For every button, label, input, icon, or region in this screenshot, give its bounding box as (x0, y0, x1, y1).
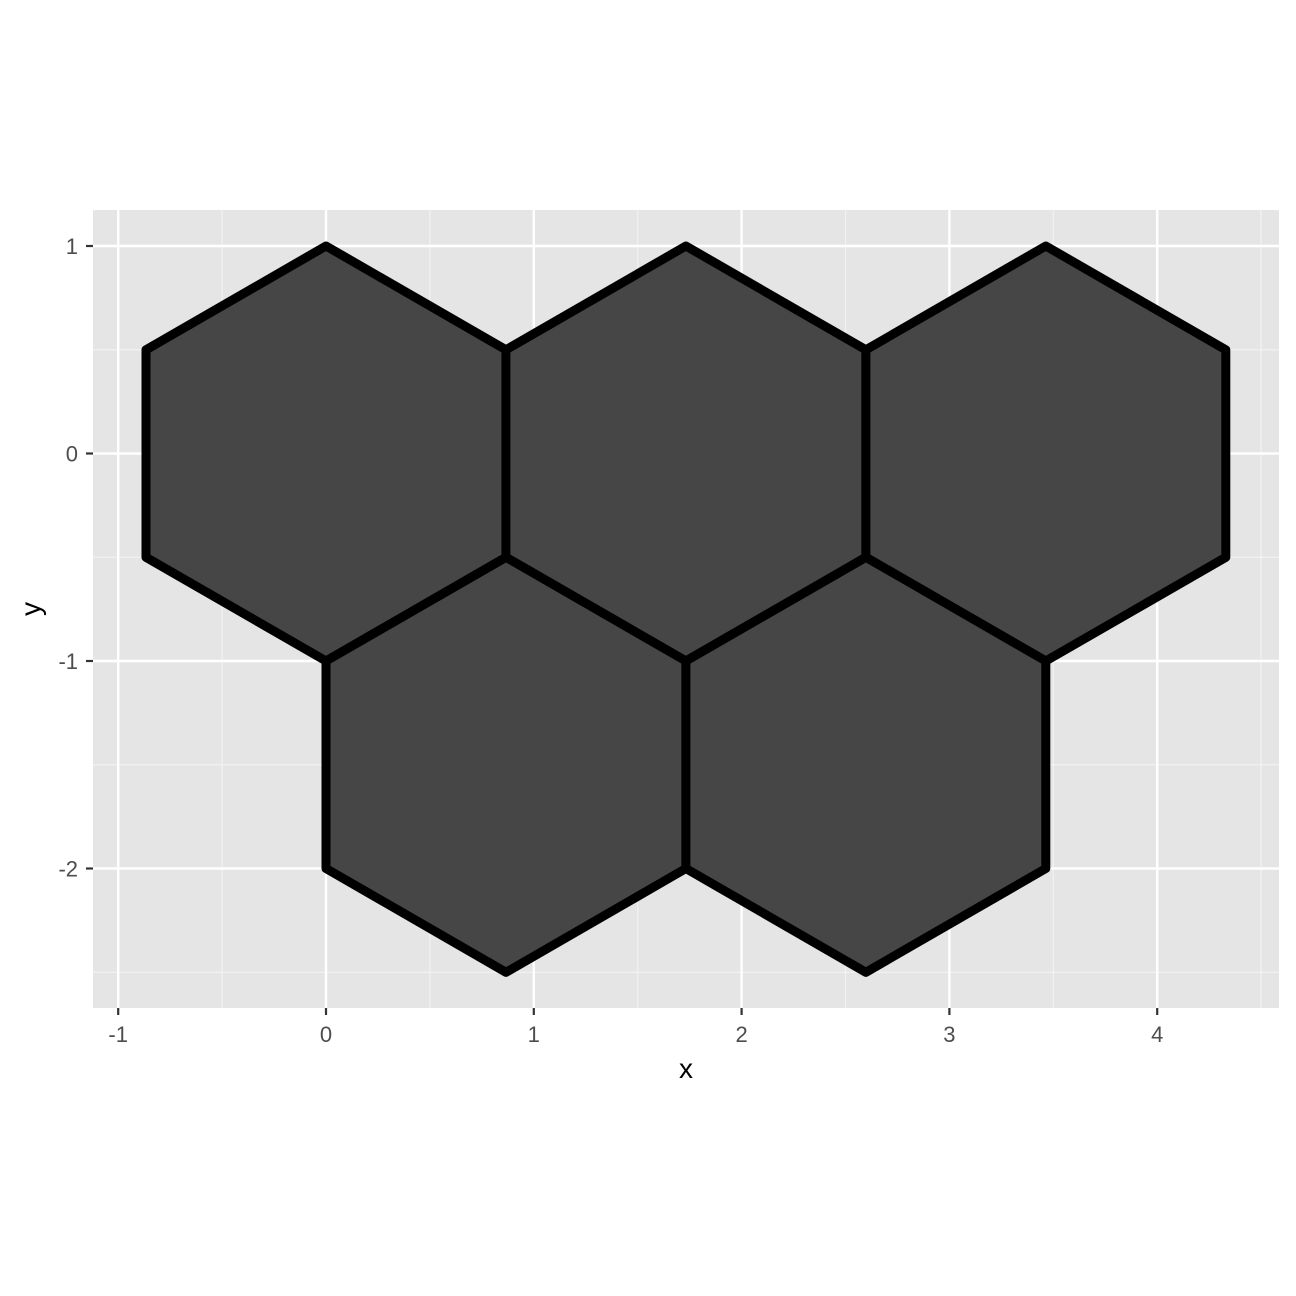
x-axis-title: x (679, 1053, 693, 1084)
y-tick-label: -2 (58, 857, 78, 882)
y-tick-label: 1 (66, 234, 78, 259)
x-tick-label: 3 (943, 1022, 955, 1047)
hexagon-5 (681, 552, 1051, 977)
y-tick-label: -1 (58, 649, 78, 674)
x-tick-label: 1 (528, 1022, 540, 1047)
x-axis: -1 0 1 2 3 4 (108, 1008, 1163, 1047)
x-tick-label: -1 (108, 1022, 128, 1047)
y-tick-label: 0 (66, 442, 78, 467)
y-axis-title: y (15, 602, 46, 616)
x-tick-label: 2 (735, 1022, 747, 1047)
x-tick-label: 0 (320, 1022, 332, 1047)
y-axis: -2 -1 0 1 (58, 234, 93, 882)
hexagon-layer (141, 241, 1231, 977)
x-tick-label: 4 (1151, 1022, 1163, 1047)
